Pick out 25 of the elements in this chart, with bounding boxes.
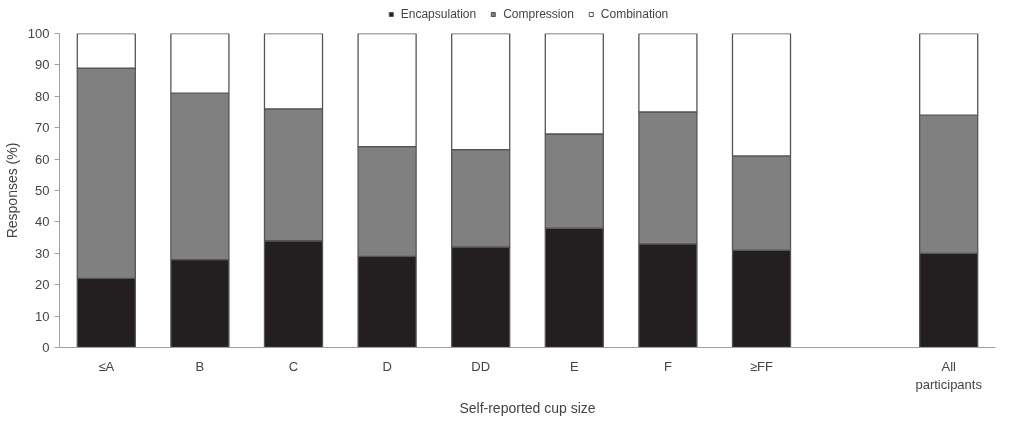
x-tick-label: ≥FF bbox=[749, 358, 774, 374]
y-tick-label: 10 bbox=[35, 308, 50, 324]
y-tick-label: 60 bbox=[35, 151, 50, 167]
y-tick-label: 0 bbox=[42, 340, 50, 355]
legend-label: Compression bbox=[503, 7, 574, 21]
y-tick-label: 50 bbox=[35, 183, 50, 198]
x-tick-label: B bbox=[195, 358, 205, 374]
x-tick-label: F bbox=[663, 358, 672, 374]
y-tick-label: 70 bbox=[35, 120, 50, 136]
y-tick-label: 100 bbox=[27, 26, 50, 41]
y-tick-label: 30 bbox=[35, 245, 50, 261]
x-tick-label: All participants bbox=[915, 358, 983, 392]
x-tick-label: DD bbox=[471, 358, 491, 374]
x-tick-label: ≤A bbox=[98, 358, 115, 374]
x-tick-label: D bbox=[382, 358, 392, 374]
y-tick-label: 20 bbox=[35, 277, 50, 293]
y-axis-title: Responses (%) bbox=[3, 142, 20, 239]
y-tick-label: 90 bbox=[35, 57, 50, 73]
x-tick-label: C bbox=[288, 358, 299, 374]
y-tick-label: 80 bbox=[35, 88, 50, 104]
legend-label: Combination bbox=[600, 7, 669, 21]
x-axis-title: Self-reported cup size bbox=[459, 399, 596, 416]
y-tick-label: 40 bbox=[35, 214, 50, 230]
x-tick-label: E bbox=[569, 358, 579, 374]
legend-label: Encapsulation bbox=[400, 7, 477, 21]
